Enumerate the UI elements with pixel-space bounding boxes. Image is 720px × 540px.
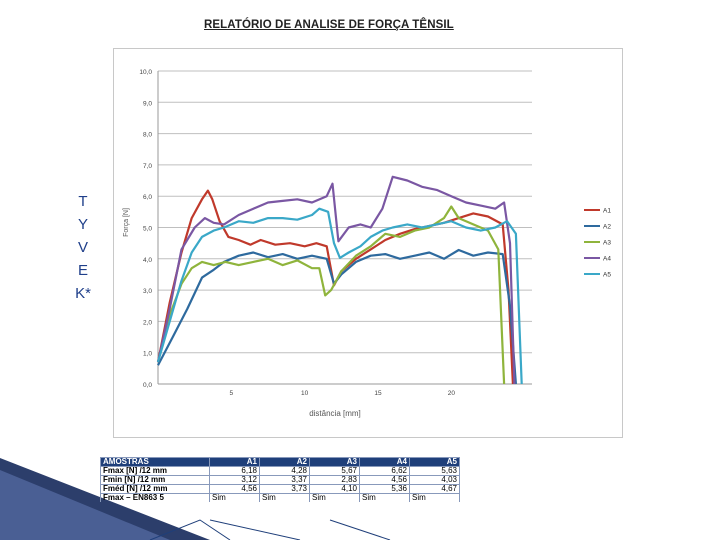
- table-cell: Sim: [259, 493, 310, 502]
- table-cell: Sim: [309, 493, 360, 502]
- series-line-a1: [156, 189, 514, 385]
- side-vertical-text: T Y V E K*: [73, 190, 93, 305]
- table-row: Fmax – EN863 5 Sim Sim Sim Sim Sim: [100, 493, 460, 502]
- table-header-row: AMOSTRAS A1 A2 A3 A4 A5: [100, 457, 460, 467]
- table-cell: Sim: [209, 493, 260, 502]
- legend-label-a5: A5: [603, 272, 611, 279]
- y-tick-label: 6,0: [143, 194, 152, 201]
- table-cell: Sim: [409, 493, 460, 502]
- side-letter: V: [77, 239, 88, 256]
- side-letter: E: [77, 262, 88, 279]
- legend-label-a4: A4: [603, 256, 611, 263]
- y-tick-label: 3,0: [143, 288, 152, 295]
- legend-label-a1: A1: [603, 208, 611, 215]
- table-row: Fmin [N] /12 mm 3,12 3,37 2,83 4,56 4,03: [100, 475, 460, 485]
- chart-title: RELATÓRIO DE ANALISE DE FORÇA TÊNSIL: [204, 19, 454, 31]
- y-tick-label: 2,0: [143, 319, 152, 326]
- x-tick-label: 15: [374, 390, 382, 397]
- x-tick-label: 10: [301, 390, 309, 397]
- y-tick-label: 9,0: [143, 100, 152, 107]
- legend-label-a3: A3: [603, 240, 611, 247]
- series-line-a4: [156, 175, 516, 385]
- side-letter: Y: [77, 216, 88, 233]
- table-row-label: Fmax – EN863 5: [100, 493, 210, 502]
- x-tick-label: 5: [230, 390, 234, 397]
- y-tick-label: 5,0: [143, 226, 152, 233]
- x-tick-label: 20: [448, 390, 456, 397]
- x-axis-label: distância [mm]: [309, 409, 361, 418]
- table-cell: 4,67: [409, 484, 460, 494]
- wedge-light: [0, 470, 170, 540]
- y-tick-label: 1,0: [143, 351, 152, 358]
- series-line-a2: [157, 248, 517, 385]
- y-tick-label: 10,0: [139, 69, 152, 76]
- wedge-line: [149, 519, 231, 540]
- series-line-a5: [156, 207, 523, 385]
- results-table: AMOSTRAS A1 A2 A3 A4 A5 Fmax [N] /12 mm …: [100, 457, 460, 502]
- table-row: Fméd [N] /12 mm 4,56 3,73 4,10 5,36 4,67: [100, 484, 460, 494]
- y-tick-label: 0,0: [143, 382, 152, 389]
- series-line-a3: [156, 205, 506, 385]
- wedge-line-3: [329, 519, 391, 540]
- side-letter: T: [78, 193, 88, 210]
- table-cell: Sim: [359, 493, 410, 502]
- y-axis-label: Força [N]: [123, 208, 130, 237]
- y-tick-label: 7,0: [143, 163, 152, 170]
- legend-label-a2: A2: [603, 224, 611, 231]
- wedge-line-2: [209, 519, 301, 540]
- y-tick-label: 8,0: [143, 132, 152, 139]
- y-tick-label: 4,0: [143, 257, 152, 264]
- side-letter: K*: [75, 285, 91, 302]
